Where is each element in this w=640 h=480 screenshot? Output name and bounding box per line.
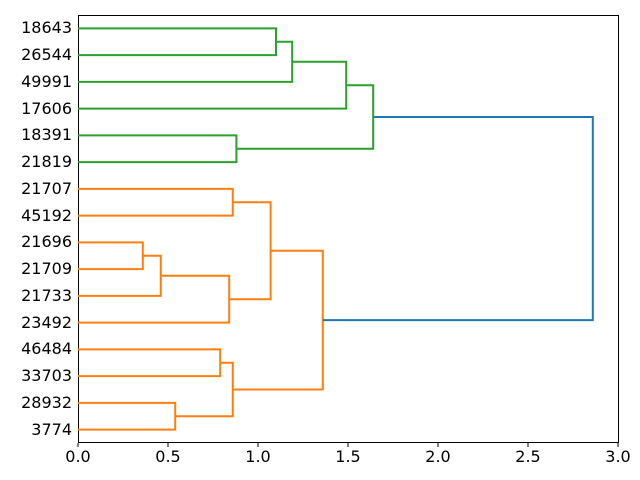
dendrogram-link-m11 xyxy=(78,348,222,378)
leaf-label: 18391 xyxy=(21,125,72,145)
dendrogram-link-m2 xyxy=(78,40,294,83)
x-tick-label: 1.0 xyxy=(245,447,271,466)
leaf-label: 46484 xyxy=(21,339,72,359)
dendrogram-link-m4 xyxy=(78,134,238,164)
dendrogram-link-m7 xyxy=(78,241,144,271)
dendrogram-link-m3 xyxy=(78,60,348,110)
leaf-label: 21733 xyxy=(21,285,72,305)
dendrogram-link-m6 xyxy=(78,187,234,217)
leaf-label: 49991 xyxy=(21,71,72,91)
leaf-label: 21707 xyxy=(21,178,72,198)
leaf-label: 21819 xyxy=(21,152,72,172)
x-tick-label: 0.0 xyxy=(65,447,91,466)
leaf-label: 17606 xyxy=(21,98,72,118)
x-tick-label: 3.0 xyxy=(605,447,631,466)
leaf-label: 26544 xyxy=(21,45,72,65)
leaf-label: 21696 xyxy=(21,232,72,252)
dendrogram-link-m10 xyxy=(229,201,272,301)
dendrogram-link-m13 xyxy=(175,361,234,418)
leaf-label: 45192 xyxy=(21,205,72,225)
dendrogram-link-m9 xyxy=(78,274,231,324)
dendrogram-link-m15 xyxy=(322,116,594,322)
dendrogram-link-m8 xyxy=(78,254,162,297)
leaf-label: 3774 xyxy=(31,419,72,439)
leaf-label: 28932 xyxy=(21,392,72,412)
dendrogram-link-m5 xyxy=(236,84,375,150)
leaf-label: 18643 xyxy=(21,18,72,38)
leaf-label: 33703 xyxy=(21,366,72,386)
x-tick-label: 1.5 xyxy=(335,447,361,466)
x-tick-label: 2.5 xyxy=(515,447,541,466)
dendrogram-link-m14 xyxy=(232,249,324,391)
x-tick-label: 0.5 xyxy=(155,447,181,466)
dendrogram-link-m1 xyxy=(78,27,277,57)
plot-area xyxy=(78,15,619,443)
leaf-label: 21709 xyxy=(21,259,72,279)
x-tick-label: 2.0 xyxy=(425,447,451,466)
dendrogram-link-m12 xyxy=(78,401,177,431)
leaf-label: 23492 xyxy=(21,312,72,332)
